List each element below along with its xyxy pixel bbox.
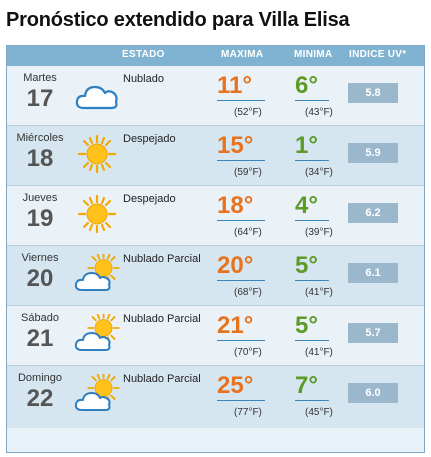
min-temp: 4° [295,192,329,221]
uv-index-badge: 6.0 [348,383,398,403]
table-header: ESTADO MAXIMA MINIMA INDICE UV* [7,46,424,66]
min-temp: 6° [295,72,329,101]
sun-icon [77,194,117,234]
day-name: Domingo [17,372,63,384]
min-temp-f: (41°F) [305,287,333,298]
day-name: Martes [23,72,57,84]
header-minima: MINIMA [294,49,333,60]
weather-state: Despejado [123,133,176,145]
min-temp: 7° [295,372,329,401]
min-temp-f: (34°F) [305,167,333,178]
max-temp: 25° [217,372,265,401]
day-date: 18 [26,145,54,172]
weather-state: Despejado [123,193,176,205]
max-temp: 21° [217,312,265,341]
day-date: 20 [26,265,54,292]
uv-index-badge: 5.8 [348,83,398,103]
day-name: Miércoles [16,132,64,144]
day-date: 21 [26,325,54,352]
partly-cloudy-icon [74,314,120,354]
header-maxima: MAXIMA [221,49,264,60]
max-temp: 11° [217,72,265,101]
uv-index-badge: 5.7 [348,323,398,343]
table-row: Jueves 19 Despejado 18° (64°F) 4° (39°F)… [7,186,424,246]
uv-index-badge: 6.2 [348,203,398,223]
weather-state: Nublado [123,73,164,85]
partly-cloudy-icon [74,374,120,414]
table-row: Sábado 21 Nublado Parcial 21° (70°F) 5° … [7,306,424,366]
day-date: 19 [26,205,54,232]
max-temp: 18° [217,192,265,221]
min-temp: 1° [295,132,329,161]
max-temp: 20° [217,252,265,281]
min-temp-f: (41°F) [305,347,333,358]
partly-cloudy-icon [74,254,120,294]
max-temp-f: (64°F) [234,227,262,238]
table-row: Martes 17 Nublado 11° (52°F) 6° (43°F) 5… [7,66,424,126]
header-estado: ESTADO [122,49,165,60]
min-temp-f: (39°F) [305,227,333,238]
weather-state: Nublado Parcial [123,313,201,325]
max-temp-f: (59°F) [234,167,262,178]
min-temp-f: (45°F) [305,407,333,418]
header-uv: INDICE UV* [349,49,407,60]
weather-state: Nublado Parcial [123,373,201,385]
weather-state: Nublado Parcial [123,253,201,265]
sun-icon [77,134,117,174]
min-temp-f: (43°F) [305,107,333,118]
max-temp: 15° [217,132,265,161]
uv-index-badge: 5.9 [348,143,398,163]
cloud-icon [75,85,118,110]
day-name: Sábado [21,312,59,324]
min-temp: 5° [295,252,329,281]
min-temp: 5° [295,312,329,341]
page-title: Pronóstico extendido para Villa Elisa [6,9,350,31]
max-temp-f: (52°F) [234,107,262,118]
max-temp-f: (68°F) [234,287,262,298]
day-date: 22 [26,385,54,412]
day-date: 17 [26,85,54,112]
table-row: Domingo 22 Nublado Parcial 25° (77°F) 7°… [7,366,424,428]
max-temp-f: (70°F) [234,347,262,358]
table-row: Viernes 20 Nublado Parcial 20° (68°F) 5°… [7,246,424,306]
max-temp-f: (77°F) [234,407,262,418]
table-row: Miércoles 18 Despejado 15° (59°F) 1° (34… [7,126,424,186]
uv-index-badge: 6.1 [348,263,398,283]
forecast-table: ESTADO MAXIMA MINIMA INDICE UV* Martes 1… [6,45,425,453]
day-name: Viernes [21,252,59,264]
day-name: Jueves [22,192,58,204]
